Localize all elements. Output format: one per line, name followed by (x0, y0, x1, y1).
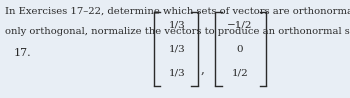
Text: 1/3: 1/3 (168, 69, 185, 78)
Text: 1/2: 1/2 (231, 69, 248, 78)
Text: 1/3: 1/3 (168, 44, 185, 54)
Text: −1/2: −1/2 (227, 20, 252, 29)
Text: In Exercises 17–22, determine which sets of vectors are orthonormal. If a set is: In Exercises 17–22, determine which sets… (5, 7, 350, 16)
Text: ,: , (201, 63, 204, 76)
Text: 1/3: 1/3 (168, 20, 185, 29)
Text: 0: 0 (237, 44, 243, 54)
Text: only orthogonal, normalize the vectors to produce an orthonormal set.: only orthogonal, normalize the vectors t… (5, 27, 350, 36)
Text: 17.: 17. (14, 48, 32, 58)
